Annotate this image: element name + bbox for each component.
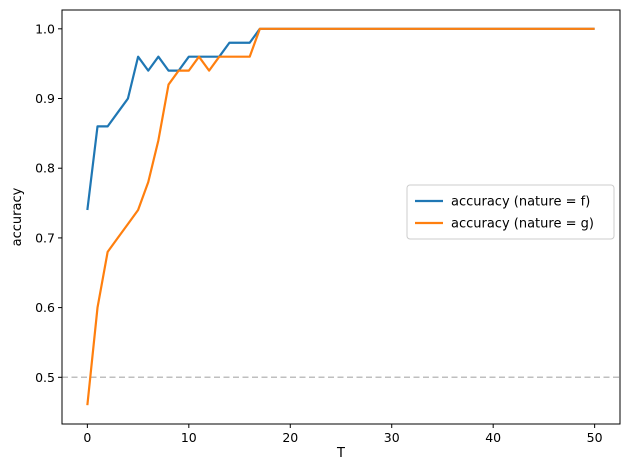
y-tick-label: 0.8 bbox=[35, 161, 55, 176]
x-tick-label: 30 bbox=[384, 430, 400, 445]
plot-area bbox=[62, 27, 620, 406]
axes-frame bbox=[61, 9, 621, 425]
y-axis-label: accuracy bbox=[10, 187, 25, 246]
y-tick-label: 0.7 bbox=[35, 230, 55, 245]
y-tick-label: 0.5 bbox=[35, 370, 55, 385]
series-line-nature-f bbox=[86, 27, 595, 211]
series-line-nature-g bbox=[86, 27, 595, 406]
legend-box bbox=[406, 184, 615, 240]
y-tick-label: 1.0 bbox=[35, 21, 55, 36]
x-tick-label: 20 bbox=[282, 430, 298, 445]
y-tick-label: 0.6 bbox=[35, 300, 55, 315]
legend-label: accuracy (nature = g) bbox=[451, 217, 594, 232]
legend: accuracy (nature = f) accuracy (nature = … bbox=[406, 184, 615, 240]
y-tick-label: 0.9 bbox=[35, 91, 55, 106]
x-tick-label: 0 bbox=[83, 430, 91, 445]
x-axis-label: T bbox=[336, 446, 345, 461]
x-tick-label: 50 bbox=[587, 430, 603, 445]
x-tick-label: 10 bbox=[181, 430, 197, 445]
axes: 0 10 20 30 40 50 0.5 0.6 0.7 0.8 0.9 1.0 bbox=[35, 9, 621, 445]
legend-label: accuracy (nature = f) bbox=[451, 195, 590, 210]
x-tick-label: 40 bbox=[485, 430, 501, 445]
